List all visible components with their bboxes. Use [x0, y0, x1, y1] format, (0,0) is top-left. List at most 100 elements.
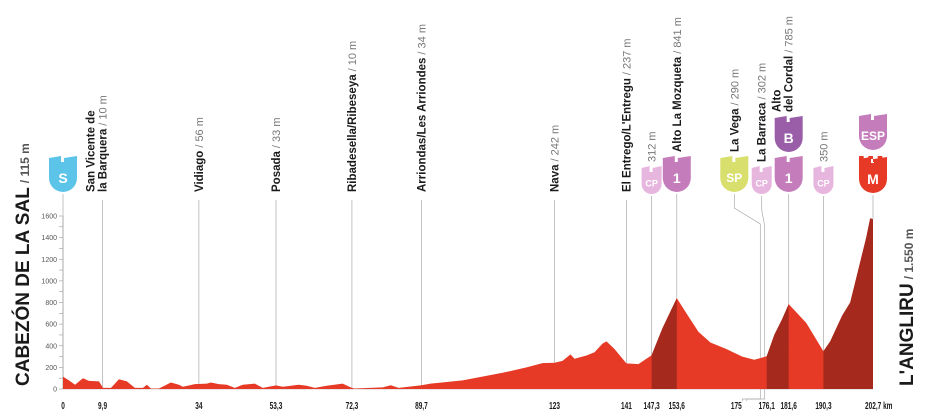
marker-cp-icon: CP — [751, 166, 772, 194]
climb-segment — [766, 304, 789, 389]
waypoint-name: Posada/ 33 m — [271, 118, 283, 193]
checker-square — [882, 159, 887, 162]
waypoint-altitude: / 10 m — [98, 95, 110, 126]
waypoint-name: Arriondas/Les Arriondes/ 34 m — [416, 24, 428, 192]
flag-tab — [813, 166, 834, 172]
shield-shape — [641, 172, 662, 194]
y-tick-label: 1200 — [41, 257, 57, 264]
y-tick-label: 1600 — [41, 214, 57, 221]
waypoint-label: Posada/ 33 m — [271, 118, 283, 193]
marker-label: CP — [817, 179, 830, 189]
shield-shape — [859, 163, 887, 193]
km-label: 147,3 — [643, 399, 659, 411]
y-tick-label: 1400 — [41, 235, 57, 242]
marker-label: SP — [726, 171, 742, 185]
waypoint-name: San Vicente de — [86, 110, 98, 192]
waypoint-name: la Barquera/ 10 m — [98, 95, 110, 192]
climb-segment — [823, 218, 873, 389]
flag-tab — [751, 166, 772, 172]
marker-label: 1 — [673, 170, 681, 186]
km-label: 181,6 — [781, 399, 797, 411]
waypoint-altitude: / 10 m — [347, 41, 359, 72]
marker-label: B — [784, 130, 794, 146]
y-tick-label: 400 — [45, 343, 57, 350]
flag-tab — [774, 116, 803, 122]
km-label: 0 — [61, 399, 65, 411]
waypoint-lines — [62, 194, 874, 401]
waypoint-label: Arriondas/Les Arriondes/ 34 m — [416, 24, 428, 192]
flag-tab — [641, 166, 662, 172]
marker-label: CP — [755, 179, 768, 189]
y-tick-label: 800 — [45, 300, 57, 307]
finish-name: L'ANGLIRU/ 1.550 m — [897, 229, 918, 386]
climb-segment — [651, 298, 677, 389]
waypoint-name: Nava/ 242 m — [550, 125, 562, 192]
km-label: 202,7 km — [865, 399, 893, 411]
marker-label: ESP — [861, 129, 885, 143]
waypoint-altitude: / 841 m — [672, 17, 684, 54]
y-tick-label: 600 — [45, 322, 57, 329]
waypoint-label: El Entrego/L'Entregu/ 237 m — [621, 38, 633, 192]
waypoint-label: Vidiago/ 56 m — [194, 117, 206, 192]
flag-tab — [859, 114, 887, 120]
x-axis-labels: 0 9,9 34 53,3 72,3 89,7 123 141 147,3 153,6 175 176… — [61, 399, 892, 411]
marker-label: CP — [645, 179, 658, 189]
y-tick-label: 200 — [45, 365, 57, 372]
y-tick-label: 0 — [53, 387, 57, 394]
waypoint-labels: San Vicente de la Barquera/ 10 m Vidiago/ … — [86, 16, 831, 192]
flag-tab — [720, 156, 749, 162]
waypoint-name: La Vega/ 290 m — [729, 69, 741, 152]
checker-square — [873, 159, 878, 162]
marker-s-icon: S — [49, 156, 77, 192]
waypoint-name: Vidiago/ 56 m — [194, 117, 206, 192]
marker-label: M — [867, 171, 879, 187]
waypoint-altitude: 312 m — [647, 131, 659, 162]
checker-square — [868, 156, 873, 159]
marker-1-icon: 1 — [662, 156, 691, 192]
flag-tab — [49, 156, 77, 162]
checker-square — [863, 159, 869, 162]
waypoint-altitude: / 290 m — [729, 69, 741, 106]
marker-sp-icon: SP — [720, 156, 749, 192]
waypoint-altitude: / 302 m — [757, 63, 769, 100]
km-label: 141 — [621, 399, 632, 411]
km-label: 9,9 — [98, 399, 107, 411]
marker-cp-icon: CP — [641, 166, 662, 194]
shield-shape — [49, 162, 77, 192]
waypoint-altitude: / 242 m — [550, 125, 562, 162]
waypoint-label: Alto del Cordal/ 785 m — [772, 16, 796, 112]
km-label: 89,7 — [415, 399, 428, 411]
marker-m-icon: M — [859, 156, 887, 193]
waypoint-label: La Vega/ 290 m — [729, 69, 741, 152]
waypoint-markers: S CP 1 SP CP 1 B CP M ESP — [49, 114, 887, 194]
waypoint-leader-line — [746, 196, 766, 401]
start-altitude: / 115 m — [18, 143, 32, 183]
shield-shape — [751, 172, 772, 194]
waypoint-label: Alto La Mozqueta/ 841 m — [672, 17, 684, 152]
y-tick-label: 1000 — [41, 278, 57, 285]
shield-shape — [859, 120, 887, 150]
profile-area — [63, 218, 873, 389]
waypoint-altitude: / 34 m — [416, 24, 428, 55]
waypoint-altitude: 350 m — [818, 131, 830, 162]
shield-shape — [720, 162, 749, 192]
shield-shape — [813, 172, 834, 194]
km-label: 153,6 — [669, 399, 685, 411]
waypoint-altitude: / 237 m — [621, 38, 633, 75]
waypoint-label: La Barraca/ 302 m — [757, 63, 769, 162]
waypoint-leader-line — [733, 194, 761, 401]
km-label: 175 — [731, 399, 742, 411]
marker-cp-icon: CP — [813, 166, 834, 194]
waypoint-label: 350 m — [818, 131, 830, 162]
km-label: 72,3 — [346, 399, 359, 411]
waypoint-altitude: / 56 m — [194, 117, 206, 148]
shield-shape — [662, 162, 691, 192]
waypoint-altitude: / 33 m — [271, 118, 283, 149]
flag-tab — [662, 156, 691, 162]
elevation-profile — [63, 218, 873, 389]
waypoint-label: Nava/ 242 m — [550, 125, 562, 192]
waypoint-name: del Cordal/ 785 m — [784, 16, 796, 112]
km-label: 123 — [549, 399, 560, 411]
km-label: 176,1 — [759, 399, 775, 411]
